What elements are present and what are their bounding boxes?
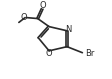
Text: O: O [45, 49, 52, 58]
Text: O: O [20, 13, 27, 22]
Text: O: O [39, 1, 46, 10]
Text: Br: Br [85, 49, 94, 58]
Text: N: N [65, 25, 71, 34]
